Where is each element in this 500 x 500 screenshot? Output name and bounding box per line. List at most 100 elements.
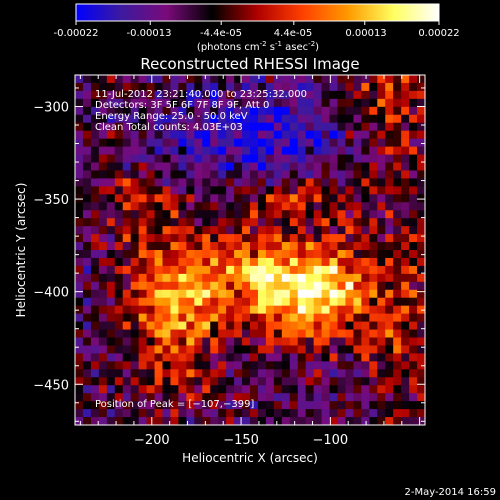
heatmap-cell (122, 321, 132, 331)
heatmap-cell (273, 250, 283, 259)
heatmap-cell (409, 202, 418, 211)
heatmap-cell (146, 417, 156, 425)
heatmap-cell (122, 226, 132, 235)
heatmap-cell (393, 114, 402, 124)
heatmap-cell (361, 321, 370, 331)
heatmap-cell (130, 250, 140, 259)
heatmap-cell (114, 146, 124, 156)
heatmap-cell (194, 417, 203, 425)
heatmap-cell (130, 82, 140, 92)
heatmap-cell (305, 329, 315, 339)
heatmap-cell (154, 82, 164, 92)
heatmap-cell (218, 114, 227, 124)
heatmap-cell (186, 265, 195, 275)
heatmap-cell (202, 393, 211, 402)
heatmap-cell (130, 130, 140, 140)
heatmap-cell (265, 250, 275, 259)
heatmap-cell (265, 377, 275, 386)
heatmap-cell (313, 122, 323, 132)
heatmap-cell (329, 321, 339, 331)
heatmap-cell (321, 377, 331, 386)
heatmap-cell (202, 98, 211, 108)
heatmap-cell (321, 130, 331, 140)
heatmap-cell (345, 178, 354, 187)
heatmap-cell (385, 194, 394, 203)
heatmap-cell (289, 98, 299, 108)
heatmap-cell (234, 146, 243, 156)
heatmap-cell (329, 273, 339, 283)
heatmap-cell (178, 218, 187, 227)
heatmap-cell (242, 257, 251, 267)
heatmap-cell (369, 369, 378, 378)
heatmap-cell (417, 273, 425, 283)
heatmap-cell (297, 75, 307, 84)
heatmap-cell (250, 369, 259, 378)
heatmap-cell (321, 313, 331, 323)
heatmap-cell (297, 178, 307, 187)
heatmap-cell (297, 273, 307, 283)
heatmap-cell (194, 162, 203, 172)
heatmap-cell (154, 289, 164, 299)
heatmap-cell (385, 393, 394, 402)
heatmap-cell (313, 162, 323, 172)
heatmap-cell (401, 250, 410, 259)
heatmap-cell (313, 194, 323, 203)
heatmap-cell (345, 130, 354, 140)
heatmap-cell (106, 250, 116, 259)
heatmap-cell (114, 393, 124, 402)
heatmap-cell (337, 138, 347, 148)
heatmap-cell (353, 82, 362, 92)
heatmap-cell (114, 337, 124, 347)
heatmap-cell (353, 178, 362, 187)
heatmap-cell (401, 417, 410, 425)
heatmap-cell (210, 353, 219, 362)
heatmap-cell (130, 114, 140, 124)
heatmap-cell (313, 202, 323, 211)
heatmap-cell (305, 98, 315, 108)
heatmap-cell (377, 98, 386, 108)
heatmap-cell (178, 345, 187, 354)
heatmap-cell (250, 106, 259, 116)
heatmap-cell (178, 297, 187, 307)
heatmap-cell (138, 154, 148, 164)
heatmap-cell (337, 369, 347, 378)
heatmap-cell (321, 114, 331, 124)
heatmap-cell (186, 82, 195, 92)
info-time-range: 11-Jul-2012 23:21:40.000 to 23:25:32.000 (95, 89, 307, 100)
heatmap-cell (154, 417, 164, 425)
heatmap-cell (218, 369, 227, 378)
heatmap-cell (345, 377, 354, 386)
heatmap-cell (154, 234, 164, 243)
heatmap-cell (257, 321, 267, 331)
heatmap-cell (401, 162, 410, 172)
heatmap-cell (321, 265, 331, 275)
heatmap-cell (361, 154, 370, 164)
heatmap-cell (393, 82, 402, 92)
heatmap-cell (90, 297, 100, 307)
heatmap-cell (385, 186, 394, 195)
heatmap-cell (401, 210, 410, 219)
heatmap-cell (369, 297, 378, 307)
heatmap-cell (186, 393, 195, 402)
heatmap-cell (75, 305, 84, 315)
heatmap-cell (377, 154, 386, 164)
heatmap-cell (250, 345, 259, 354)
heatmap-cell (242, 162, 251, 172)
heatmap-cell (265, 202, 275, 211)
heatmap-cell (242, 401, 251, 410)
heatmap-cell (114, 75, 124, 84)
heatmap-cell (114, 186, 124, 195)
heatmap-cell (273, 297, 283, 307)
heatmap-cell (361, 409, 370, 418)
heatmap-cell (393, 361, 402, 370)
heatmap-cell (257, 409, 267, 418)
heatmap-cell (305, 417, 315, 425)
y-tick-label-3: −450 (33, 378, 69, 393)
heatmap-cell (98, 90, 108, 100)
heatmap-cell (297, 250, 307, 259)
heatmap-cell (385, 146, 394, 156)
heatmap-cell (146, 138, 156, 148)
heatmap-cell (82, 130, 92, 140)
heatmap-cell (75, 337, 84, 347)
heatmap-cell (106, 114, 116, 124)
